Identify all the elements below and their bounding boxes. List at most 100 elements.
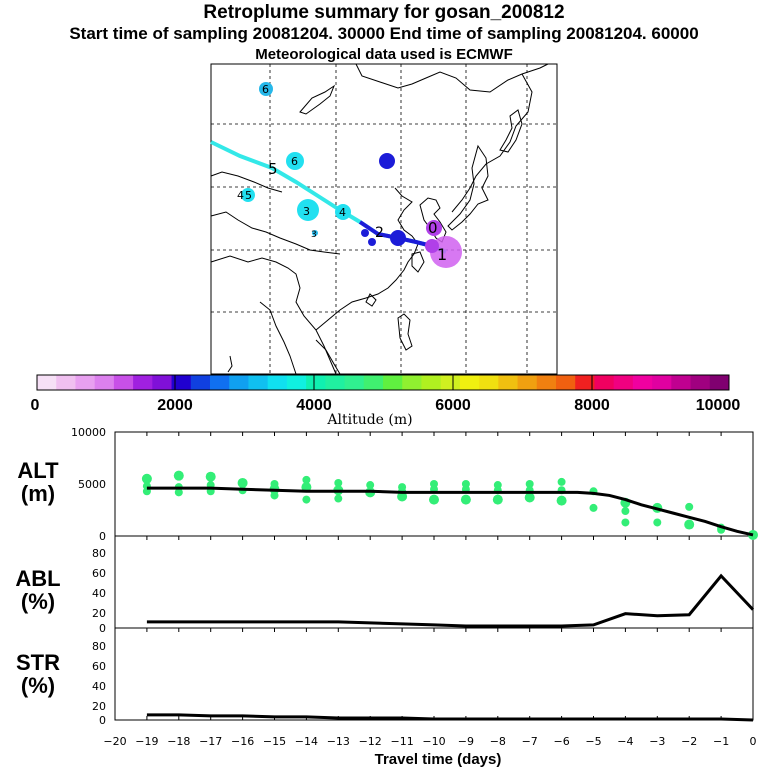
cluster-day-3c bbox=[368, 238, 376, 246]
cluster-day-3b bbox=[361, 229, 369, 237]
str-unit: (%) bbox=[21, 673, 55, 698]
cluster-release bbox=[425, 239, 439, 253]
colorbar-swatch bbox=[613, 375, 634, 390]
x-tick: −2 bbox=[681, 735, 697, 748]
alt-scatter-point bbox=[237, 477, 248, 488]
alt-scatter-point bbox=[205, 471, 216, 482]
colorbar-swatch bbox=[94, 375, 115, 390]
alt-scatter-point bbox=[524, 492, 535, 503]
map-label: 3 bbox=[311, 230, 317, 240]
colorbar-swatch bbox=[498, 375, 519, 390]
map-label: 1 bbox=[437, 245, 447, 264]
colorbar-swatch bbox=[440, 375, 461, 390]
alt-scatter-point bbox=[492, 494, 503, 505]
cluster-labels: 6 6 5 4 4 5 3 4 3 2 0 1 bbox=[237, 83, 447, 264]
x-tick: −10 bbox=[422, 735, 445, 748]
meteorological-data-subtitle: Meteorological data used is ECMWF bbox=[255, 46, 513, 63]
colorbar-swatch bbox=[171, 375, 192, 390]
str-ytick: 0 bbox=[99, 714, 106, 727]
alt-scatter-point bbox=[141, 473, 152, 484]
alt-scatter-point bbox=[460, 494, 471, 505]
colorbar-swatch bbox=[133, 375, 153, 390]
map-label: 6 bbox=[291, 155, 298, 168]
colorbar-swatch bbox=[536, 375, 557, 390]
alt-scatter-point bbox=[302, 475, 311, 484]
x-tick: −6 bbox=[553, 735, 569, 748]
abl-unit: (%) bbox=[21, 589, 55, 614]
colorbar-swatch bbox=[75, 375, 96, 390]
map-label: 4 bbox=[383, 155, 390, 168]
x-tick-labels: −20 −19 −18 −17 −16 −15 −14 −13 −12 −11 −10 −9 −8 −7−… bbox=[103, 735, 756, 748]
x-tick: −20 bbox=[103, 735, 126, 748]
colorbar-frame bbox=[36, 374, 730, 391]
x-tick: −12 bbox=[359, 735, 382, 748]
colorbar-swatch bbox=[709, 375, 730, 390]
str-ytick: 60 bbox=[92, 660, 106, 673]
alt-ytick: 0 bbox=[99, 530, 106, 543]
alt-scatter-point bbox=[621, 518, 630, 527]
abl-ytick: 80 bbox=[92, 547, 106, 560]
str-panel-frame bbox=[114, 627, 754, 721]
x-tick: −9 bbox=[458, 735, 474, 748]
colorbar-label: Altitude (m) bbox=[326, 412, 412, 428]
colorbar-tick: 4000 bbox=[296, 397, 332, 414]
panel-labels: ALT (m) ABL (%) STR (%) bbox=[15, 458, 60, 698]
x-tick: −17 bbox=[199, 735, 222, 748]
cluster-small bbox=[312, 230, 318, 236]
colorbar-swatch bbox=[210, 375, 230, 390]
sampling-time-subtitle: Start time of sampling 20081204. 30000 E… bbox=[69, 24, 699, 43]
alt-scatter-point bbox=[174, 488, 183, 497]
alt-ytick: 10000 bbox=[71, 426, 106, 439]
x-tick: −14 bbox=[295, 735, 318, 748]
alt-scatter-point bbox=[556, 495, 567, 506]
colorbar-swatch bbox=[56, 375, 76, 390]
str-label: STR bbox=[16, 650, 60, 675]
y-tick-labels: 10000 5000 0 80 60 40 20 0 80 60 40 20 0 bbox=[71, 426, 106, 727]
plume-clusters bbox=[241, 82, 462, 268]
abl-line bbox=[146, 573, 755, 628]
altitude-colorbar bbox=[36, 374, 730, 391]
colorbar-tick-labels: 0 2000 4000 6000 8000 10000 bbox=[31, 397, 741, 414]
abl-ytick: 60 bbox=[92, 567, 106, 580]
alt-scatter-point bbox=[525, 480, 534, 488]
colorbar-swatch bbox=[363, 375, 384, 390]
map-graticule bbox=[211, 64, 557, 374]
alt-scatter-point bbox=[397, 491, 408, 502]
x-tick: −4 bbox=[617, 735, 633, 748]
colorbar-swatch bbox=[37, 375, 57, 390]
str-ytick: 40 bbox=[92, 680, 106, 693]
abl-label: ABL bbox=[15, 566, 60, 591]
alt-scatter-point bbox=[557, 477, 566, 486]
chart-title: Retroplume summary for gosan_200812 bbox=[203, 2, 565, 23]
abl-panel-frame bbox=[114, 535, 754, 629]
colorbar-swatch bbox=[632, 375, 653, 390]
colorbar-swatch bbox=[459, 375, 480, 390]
colorbar-swatch bbox=[421, 375, 442, 390]
colorbar-swatch bbox=[575, 375, 595, 390]
str-line bbox=[146, 713, 754, 722]
map-frame bbox=[210, 63, 558, 375]
x-tick: −1 bbox=[713, 735, 729, 748]
map-label: 4 bbox=[339, 206, 346, 219]
str-ytick: 20 bbox=[92, 700, 106, 713]
alt-label: ALT bbox=[17, 458, 59, 483]
alt-scatter-point bbox=[301, 482, 312, 493]
map-label: 3 bbox=[303, 205, 310, 218]
map-label: 0 bbox=[428, 219, 438, 237]
colorbar-swatch bbox=[248, 375, 269, 390]
alt-scatter-point bbox=[684, 519, 695, 530]
map-label: 5 bbox=[245, 189, 252, 202]
x-tick: −5 bbox=[585, 735, 601, 748]
colorbar-tick: 8000 bbox=[574, 397, 610, 414]
alt-unit: (m) bbox=[21, 481, 55, 506]
alt-scatter-point bbox=[334, 494, 343, 503]
colorbar-swatch bbox=[652, 375, 672, 390]
alt-scatter-point bbox=[621, 507, 630, 516]
abl-ytick: 40 bbox=[92, 587, 106, 600]
alt-scatter-point bbox=[270, 491, 279, 500]
x-tick: −13 bbox=[327, 735, 350, 748]
colorbar-swatch bbox=[671, 375, 692, 390]
colorbar-swatch bbox=[556, 375, 576, 390]
cluster-day-3a bbox=[297, 199, 319, 221]
